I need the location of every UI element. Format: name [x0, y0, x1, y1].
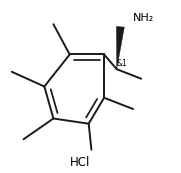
Text: NH₂: NH₂	[133, 13, 154, 23]
Polygon shape	[116, 26, 124, 69]
Text: &1: &1	[117, 59, 127, 68]
Text: HCl: HCl	[70, 156, 90, 170]
